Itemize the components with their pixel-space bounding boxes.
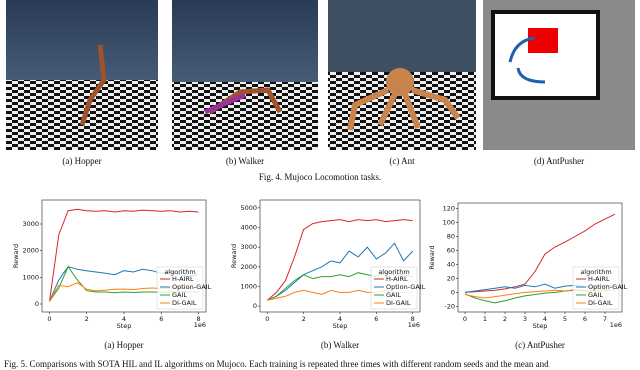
- x-offset-label: 1e6: [408, 321, 420, 329]
- panel-caption: (b) Walker: [321, 340, 359, 350]
- x-tick-label: 6: [583, 315, 587, 323]
- y-tick-label: 2000: [240, 263, 257, 271]
- y-axis-label: Reward: [230, 244, 238, 268]
- x-tick-label: 2: [85, 315, 89, 323]
- y-tick-label: 80: [447, 233, 455, 241]
- x-tick-label: 4: [122, 315, 126, 323]
- y-tick-label: 1000: [22, 273, 39, 281]
- legend-box: [156, 266, 204, 310]
- x-tick-label: 6: [159, 315, 163, 323]
- legend-title: algorithm: [378, 268, 409, 276]
- legend-label: Option-GAIL: [588, 283, 628, 291]
- ant-image: [328, 0, 476, 150]
- x-tick-label: 2: [302, 315, 306, 323]
- panel-caption: (a) Hopper: [104, 340, 143, 350]
- series-line: [267, 242, 414, 301]
- hopper-image: [6, 0, 158, 150]
- y-tick-label: 0: [253, 302, 257, 310]
- y-tick-label: 0: [35, 300, 39, 308]
- series-line: [49, 208, 199, 302]
- legend-label: DI-GAIL: [386, 299, 411, 307]
- y-tick-label: 20: [447, 274, 455, 282]
- antpusher-image: [483, 0, 635, 150]
- x-tick-label: 4: [543, 315, 547, 323]
- panel-caption: (c) Ant: [389, 156, 415, 166]
- x-tick-label: 7: [603, 315, 607, 323]
- y-tick-label: 3000: [22, 220, 39, 228]
- x-axis-label: Step: [533, 322, 548, 330]
- figure-caption: Fig. 5. Comparisons with SOTA HIL and IL…: [4, 359, 549, 369]
- legend-box: [572, 266, 620, 310]
- y-axis-label: Reward: [428, 245, 436, 269]
- panel-caption: (a) Hopper: [62, 156, 101, 166]
- y-tick-label: 2000: [22, 247, 39, 255]
- y-tick-label: 3000: [240, 243, 257, 251]
- legend-label: GAIL: [172, 291, 187, 299]
- walker-image: [172, 0, 318, 150]
- legend-label: H-AIRL: [588, 275, 610, 283]
- y-tick-label: 60: [447, 247, 455, 255]
- y-tick-label: 120: [443, 205, 455, 213]
- panel-caption: (b) Walker: [226, 156, 264, 166]
- x-tick-label: 0: [463, 315, 467, 323]
- x-tick-label: 8: [196, 315, 200, 323]
- legend-label: H-AIRL: [172, 275, 194, 283]
- y-tick-label: 0: [451, 288, 455, 296]
- y-tick-label: 40: [447, 260, 455, 268]
- x-tick-label: 6: [374, 315, 378, 323]
- y-tick-label: 1000: [240, 282, 257, 290]
- y-axis-label: Reward: [12, 244, 20, 268]
- x-tick-label: 4: [338, 315, 342, 323]
- x-axis-label: Step: [117, 322, 132, 330]
- x-axis-label: Step: [333, 322, 348, 330]
- x-tick-label: 0: [47, 315, 51, 323]
- x-tick-label: 0: [265, 315, 269, 323]
- x-tick-label: 8: [411, 315, 415, 323]
- legend-label: DI-GAIL: [172, 299, 197, 307]
- y-tick-label: 5000: [240, 204, 257, 212]
- legend-label: DI-GAIL: [588, 299, 613, 307]
- y-tick-label: 4000: [240, 224, 257, 232]
- legend-label: Option-GAIL: [172, 283, 212, 291]
- legend-title: algorithm: [580, 268, 611, 276]
- y-tick-label: 100: [443, 219, 455, 227]
- series-line: [464, 213, 616, 293]
- x-tick-label: 1: [483, 315, 487, 323]
- x-tick-label: 2: [503, 315, 507, 323]
- legend-label: GAIL: [386, 291, 401, 299]
- legend-label: GAIL: [588, 291, 603, 299]
- legend-label: H-AIRL: [386, 275, 408, 283]
- legend-box: [370, 266, 418, 310]
- x-offset-label: 1e6: [610, 321, 622, 329]
- legend-title: algorithm: [164, 268, 195, 276]
- panel-caption: (d) AntPusher: [534, 156, 584, 166]
- y-tick-label: -20: [444, 302, 455, 310]
- x-tick-label: 3: [523, 315, 527, 323]
- figure-caption: Fig. 4. Mujoco Locomotion tasks.: [259, 172, 381, 182]
- series-line: [266, 219, 413, 301]
- x-tick-label: 5: [563, 315, 567, 323]
- panel-caption: (c) AntPusher: [515, 340, 565, 350]
- x-offset-label: 1e6: [194, 321, 206, 329]
- legend-label: Option-GAIL: [386, 283, 426, 291]
